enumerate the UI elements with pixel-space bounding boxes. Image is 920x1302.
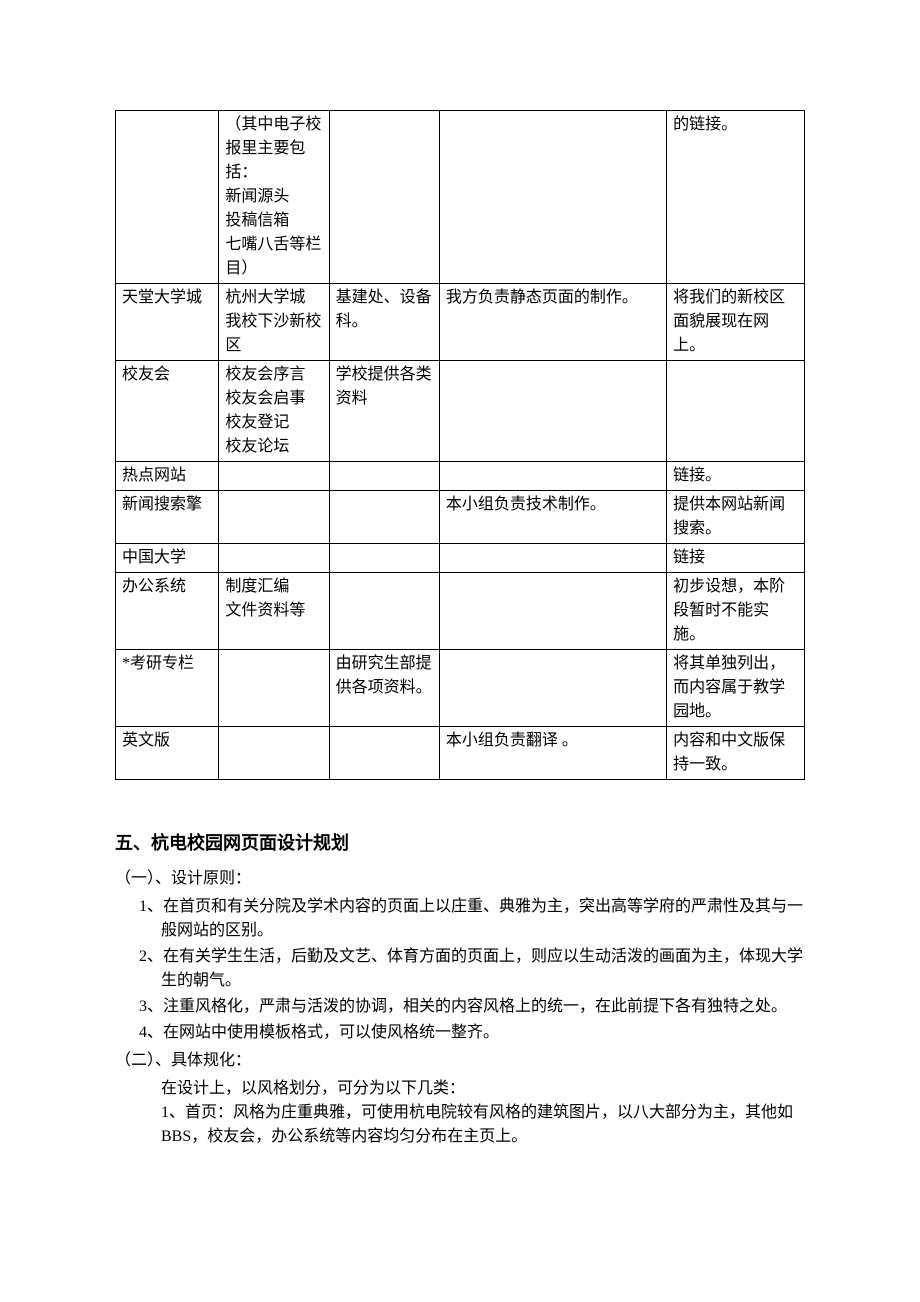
table-cell: 校友会序言 校友会启事 校友登记 校友论坛 [219, 361, 329, 462]
table-cell: （其中电子校报里主要包括： 新闻源头 投稿信箱 七嘴八舌等栏目） [219, 111, 329, 284]
table-cell: 天堂大学城 [116, 284, 219, 361]
table-cell [439, 361, 666, 462]
table-row: 中国大学 链接 [116, 544, 805, 573]
list-item: 2、在有关学生生活，后勤及文艺、体育方面的页面上，则应以生动活泼的画面为主，体现… [161, 945, 805, 993]
table-cell [439, 462, 666, 491]
table-cell: 校友会 [116, 361, 219, 462]
table-cell: 我方负责静态页面的制作。 [439, 284, 666, 361]
table-cell [329, 573, 439, 650]
table-cell: 办公系统 [116, 573, 219, 650]
table-cell: 由研究生部提供各项资料。 [329, 650, 439, 727]
table-cell: 中国大学 [116, 544, 219, 573]
table-cell [329, 462, 439, 491]
table-cell [219, 544, 329, 573]
table-cell: 的链接。 [667, 111, 805, 284]
table-cell: 制度汇编 文件资料等 [219, 573, 329, 650]
table-cell [116, 111, 219, 284]
table-cell [439, 573, 666, 650]
table-row: 校友会 校友会序言 校友会启事 校友登记 校友论坛 学校提供各类资料 [116, 361, 805, 462]
sub-heading-1: （一）、设计原则： [115, 867, 805, 891]
table-cell: 杭州大学城 我校下沙新校区 [219, 284, 329, 361]
section-title: 五、杭电校园网页面设计规划 [115, 830, 805, 857]
list-item: 1、首页：风格为庄重典雅，可使用杭电院较有风格的建筑图片，以八大部分为主，其他如… [161, 1101, 805, 1149]
table-cell [439, 111, 666, 284]
sub-heading-2: （二）、具体规化： [115, 1049, 805, 1073]
table-row: （其中电子校报里主要包括： 新闻源头 投稿信箱 七嘴八舌等栏目） 的链接。 [116, 111, 805, 284]
table-cell [219, 727, 329, 780]
table-row: *考研专栏 由研究生部提供各项资料。 将其单独列出，而内容属于教学园地。 [116, 650, 805, 727]
list-item: 4、在网站中使用模板格式，可以使风格统一整齐。 [161, 1021, 805, 1045]
table-cell [667, 361, 805, 462]
table-cell: 基建处、设备科。 [329, 284, 439, 361]
table-cell: 初步设想，本阶段暂时不能实施。 [667, 573, 805, 650]
table-cell: 将我们的新校区面貌展现在网上。 [667, 284, 805, 361]
table-cell: 提供本网站新闻搜索。 [667, 491, 805, 544]
table-cell [439, 650, 666, 727]
table-cell [219, 650, 329, 727]
table-cell [219, 491, 329, 544]
table-cell: *考研专栏 [116, 650, 219, 727]
table-cell [219, 462, 329, 491]
table-cell [329, 727, 439, 780]
table-cell: 学校提供各类资料 [329, 361, 439, 462]
table-cell [439, 544, 666, 573]
table-cell: 本小组负责翻译 。 [439, 727, 666, 780]
table-row: 热点网站 链接。 [116, 462, 805, 491]
table-cell: 链接 [667, 544, 805, 573]
table-cell: 将其单独列出，而内容属于教学园地。 [667, 650, 805, 727]
table-cell: 链接。 [667, 462, 805, 491]
table-row: 新闻搜索擎 本小组负责技术制作。 提供本网站新闻搜索。 [116, 491, 805, 544]
table-row: 英文版 本小组负责翻译 。 内容和中文版保持一致。 [116, 727, 805, 780]
table-cell: 热点网站 [116, 462, 219, 491]
table-cell: 内容和中文版保持一致。 [667, 727, 805, 780]
content-table: （其中电子校报里主要包括： 新闻源头 投稿信箱 七嘴八舌等栏目） 的链接。 天堂… [115, 110, 805, 780]
list-item: 1、在首页和有关分院及学术内容的页面上以庄重、典雅为主，突出高等学府的严肃性及其… [161, 895, 805, 943]
list-item: 3、注重风格化，严肃与活泼的协调，相关的内容风格上的统一，在此前提下各有独特之处… [161, 995, 805, 1019]
table-cell: 本小组负责技术制作。 [439, 491, 666, 544]
table-row: 天堂大学城 杭州大学城 我校下沙新校区 基建处、设备科。 我方负责静态页面的制作… [116, 284, 805, 361]
table-row: 办公系统 制度汇编 文件资料等 初步设想，本阶段暂时不能实施。 [116, 573, 805, 650]
table-cell: 新闻搜索擎 [116, 491, 219, 544]
table-cell [329, 111, 439, 284]
table-cell [329, 491, 439, 544]
intro-text: 在设计上，以风格划分，可分为以下几类： [161, 1077, 805, 1101]
table-cell [329, 544, 439, 573]
table-cell: 英文版 [116, 727, 219, 780]
